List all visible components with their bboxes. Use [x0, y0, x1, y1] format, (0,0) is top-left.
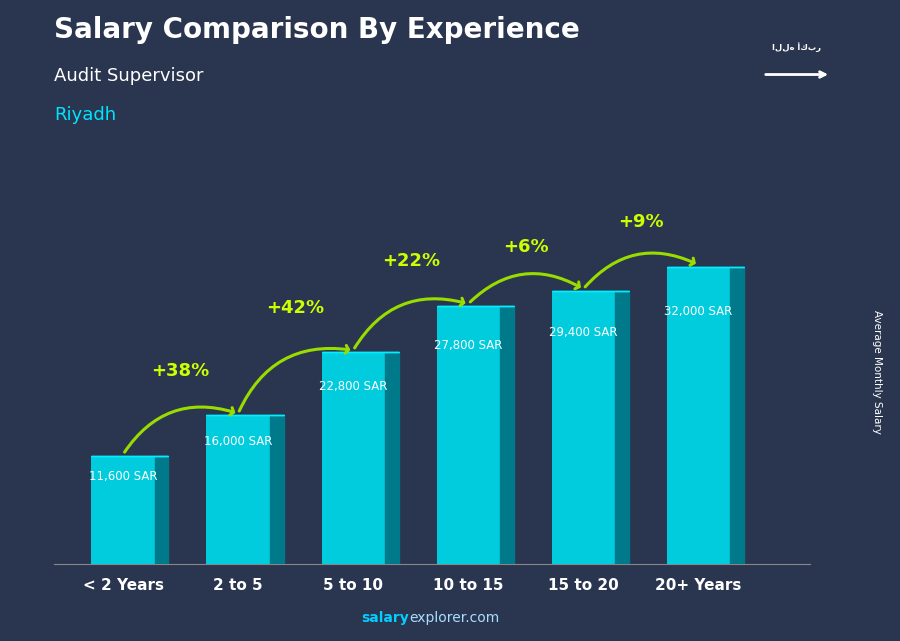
Bar [321, 352, 385, 564]
Polygon shape [615, 291, 629, 564]
Text: 16,000 SAR: 16,000 SAR [204, 435, 273, 447]
Text: +22%: +22% [382, 253, 440, 271]
Text: 32,000 SAR: 32,000 SAR [664, 305, 733, 319]
Text: +9%: +9% [618, 213, 663, 231]
Polygon shape [270, 415, 284, 564]
Text: 11,600 SAR: 11,600 SAR [89, 470, 158, 483]
Text: +38%: +38% [151, 362, 210, 380]
Polygon shape [385, 352, 399, 564]
Text: 29,400 SAR: 29,400 SAR [549, 326, 617, 339]
Text: Average Monthly Salary: Average Monthly Salary [872, 310, 883, 434]
Polygon shape [500, 306, 514, 564]
Text: Salary Comparison By Experience: Salary Comparison By Experience [54, 16, 580, 44]
Polygon shape [155, 456, 168, 564]
Text: Audit Supervisor: Audit Supervisor [54, 67, 203, 85]
Bar [552, 291, 615, 564]
Text: explorer.com: explorer.com [410, 611, 500, 625]
Text: Riyadh: Riyadh [54, 106, 116, 124]
Text: الله أكبر: الله أكبر [772, 42, 822, 52]
Text: +6%: +6% [503, 238, 549, 256]
Polygon shape [730, 267, 743, 564]
Bar [436, 306, 500, 564]
Text: +42%: +42% [266, 299, 325, 317]
Text: 22,800 SAR: 22,800 SAR [319, 379, 387, 393]
Bar [667, 267, 730, 564]
Bar [92, 456, 155, 564]
Text: 27,800 SAR: 27,800 SAR [434, 339, 502, 353]
Text: salary: salary [362, 611, 410, 625]
Bar [206, 415, 270, 564]
